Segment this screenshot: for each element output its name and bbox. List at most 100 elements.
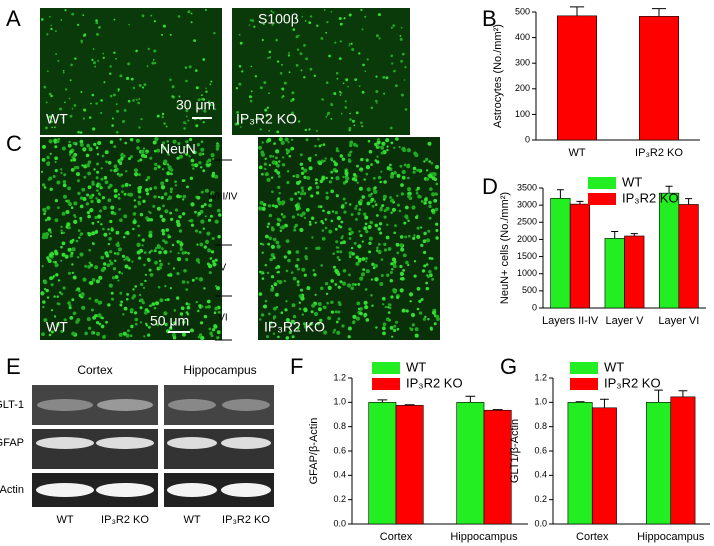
x-tick-label: Layer V bbox=[606, 315, 645, 327]
bar bbox=[678, 204, 699, 309]
cell bbox=[333, 265, 336, 269]
cell bbox=[342, 82, 345, 85]
cell bbox=[362, 268, 366, 271]
cell bbox=[154, 149, 157, 153]
cell bbox=[361, 257, 366, 261]
cell bbox=[340, 112, 343, 115]
cell bbox=[54, 160, 57, 164]
cell bbox=[205, 305, 208, 309]
cell bbox=[153, 306, 157, 310]
cell bbox=[146, 176, 151, 180]
cell bbox=[365, 318, 370, 322]
band bbox=[36, 437, 94, 449]
y-axis-label: Astrocytes (No./mm²) bbox=[492, 24, 504, 128]
cell bbox=[156, 148, 161, 153]
cell bbox=[431, 310, 437, 315]
cell bbox=[82, 197, 87, 201]
layer-label: VI bbox=[218, 313, 227, 324]
cell bbox=[77, 130, 80, 134]
cell bbox=[214, 108, 217, 111]
cell bbox=[257, 116, 260, 120]
cell bbox=[191, 278, 195, 282]
cell bbox=[399, 35, 402, 37]
cell bbox=[298, 307, 302, 311]
cell bbox=[365, 257, 368, 260]
cell bbox=[325, 191, 329, 195]
cell bbox=[83, 175, 87, 179]
cell bbox=[271, 160, 276, 165]
cell bbox=[335, 246, 339, 249]
cell bbox=[200, 335, 205, 341]
cell bbox=[352, 314, 357, 319]
cell bbox=[134, 172, 139, 177]
cell bbox=[73, 201, 78, 206]
lane-label: WT bbox=[56, 514, 73, 526]
cell bbox=[319, 205, 323, 209]
cell bbox=[64, 88, 68, 91]
cell bbox=[53, 138, 58, 143]
cell bbox=[91, 278, 96, 282]
cell bbox=[435, 314, 440, 319]
cell bbox=[171, 85, 175, 89]
cell bbox=[199, 242, 204, 247]
cell bbox=[158, 259, 162, 263]
cell bbox=[104, 251, 109, 256]
cell bbox=[91, 221, 95, 225]
cell bbox=[387, 306, 390, 309]
cell bbox=[102, 52, 105, 55]
cell bbox=[345, 78, 349, 82]
cell bbox=[55, 273, 59, 277]
cell bbox=[290, 111, 295, 115]
cell bbox=[122, 154, 126, 158]
cell bbox=[310, 310, 314, 314]
cell bbox=[74, 57, 77, 60]
cell bbox=[46, 205, 51, 210]
cell bbox=[263, 162, 267, 166]
cell bbox=[318, 161, 323, 166]
blot-band bbox=[164, 429, 274, 469]
cell bbox=[332, 331, 335, 334]
cell bbox=[387, 303, 391, 306]
cell bbox=[334, 41, 337, 44]
cell bbox=[149, 304, 152, 308]
cell bbox=[81, 305, 86, 310]
cell bbox=[195, 86, 199, 90]
cell bbox=[148, 210, 151, 213]
cell bbox=[305, 247, 308, 250]
cell bbox=[189, 176, 194, 180]
cell bbox=[79, 252, 84, 257]
cell bbox=[373, 200, 377, 203]
cell bbox=[139, 248, 144, 253]
band bbox=[221, 483, 271, 497]
cell bbox=[356, 181, 359, 184]
cell bbox=[333, 160, 336, 163]
cell bbox=[407, 176, 410, 180]
cell bbox=[138, 98, 141, 100]
cell bbox=[52, 260, 55, 264]
cell bbox=[393, 328, 397, 332]
cell bbox=[394, 224, 397, 228]
cell bbox=[365, 158, 369, 162]
cell bbox=[189, 218, 194, 223]
cell bbox=[180, 306, 185, 311]
cell bbox=[90, 199, 94, 204]
cell bbox=[261, 206, 266, 211]
cell bbox=[258, 206, 263, 211]
cell bbox=[268, 164, 271, 167]
cell bbox=[319, 179, 324, 184]
x-tick-label: IP₃R2 KO bbox=[635, 147, 683, 159]
cell bbox=[62, 70, 65, 72]
cell bbox=[399, 235, 404, 239]
cell bbox=[161, 112, 165, 116]
cell bbox=[433, 322, 437, 326]
cell bbox=[54, 169, 58, 173]
cell bbox=[90, 308, 94, 312]
legend-label: WT bbox=[604, 359, 624, 374]
cell bbox=[301, 166, 304, 170]
cell bbox=[347, 335, 351, 339]
cell bbox=[45, 288, 49, 293]
cell bbox=[47, 259, 52, 263]
cell bbox=[292, 175, 295, 178]
cell bbox=[350, 213, 354, 216]
cell bbox=[353, 124, 356, 127]
